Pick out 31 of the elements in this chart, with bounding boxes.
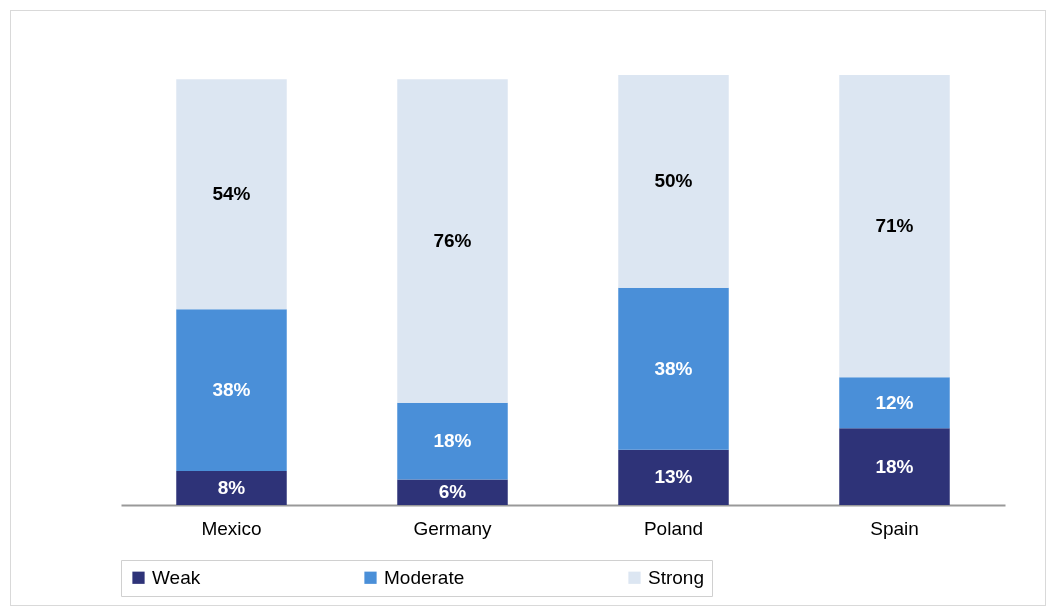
data-label: 54% xyxy=(212,183,251,205)
bar xyxy=(839,75,950,378)
x-tick-label: Mexico xyxy=(201,517,262,539)
x-tick-label: Spain xyxy=(870,517,919,539)
bar xyxy=(618,75,729,288)
data-label: 18% xyxy=(433,430,472,452)
data-label: 38% xyxy=(654,357,693,379)
bar xyxy=(397,402,508,480)
legend-label: Weak xyxy=(152,566,201,588)
bar xyxy=(618,287,729,450)
data-label: 13% xyxy=(654,466,693,488)
data-label: 12% xyxy=(875,391,914,413)
legend-label: Strong xyxy=(648,566,704,588)
bar xyxy=(176,309,287,471)
bar xyxy=(839,377,950,429)
data-label: 38% xyxy=(212,379,251,401)
bar xyxy=(397,79,508,403)
bar xyxy=(839,428,950,505)
bar xyxy=(618,449,729,505)
data-label: 6% xyxy=(438,481,467,503)
data-label: 76% xyxy=(433,230,472,252)
bar xyxy=(397,479,508,505)
data-label: 18% xyxy=(875,455,914,477)
data-label: 8% xyxy=(217,476,246,498)
data-label: 50% xyxy=(654,170,693,192)
bar xyxy=(176,79,287,310)
bar xyxy=(176,470,287,505)
data-label: 71% xyxy=(875,215,914,237)
x-tick-label: Germany xyxy=(413,517,493,539)
legend-label: Moderate xyxy=(384,566,465,588)
x-tick-label: Poland xyxy=(643,517,704,539)
